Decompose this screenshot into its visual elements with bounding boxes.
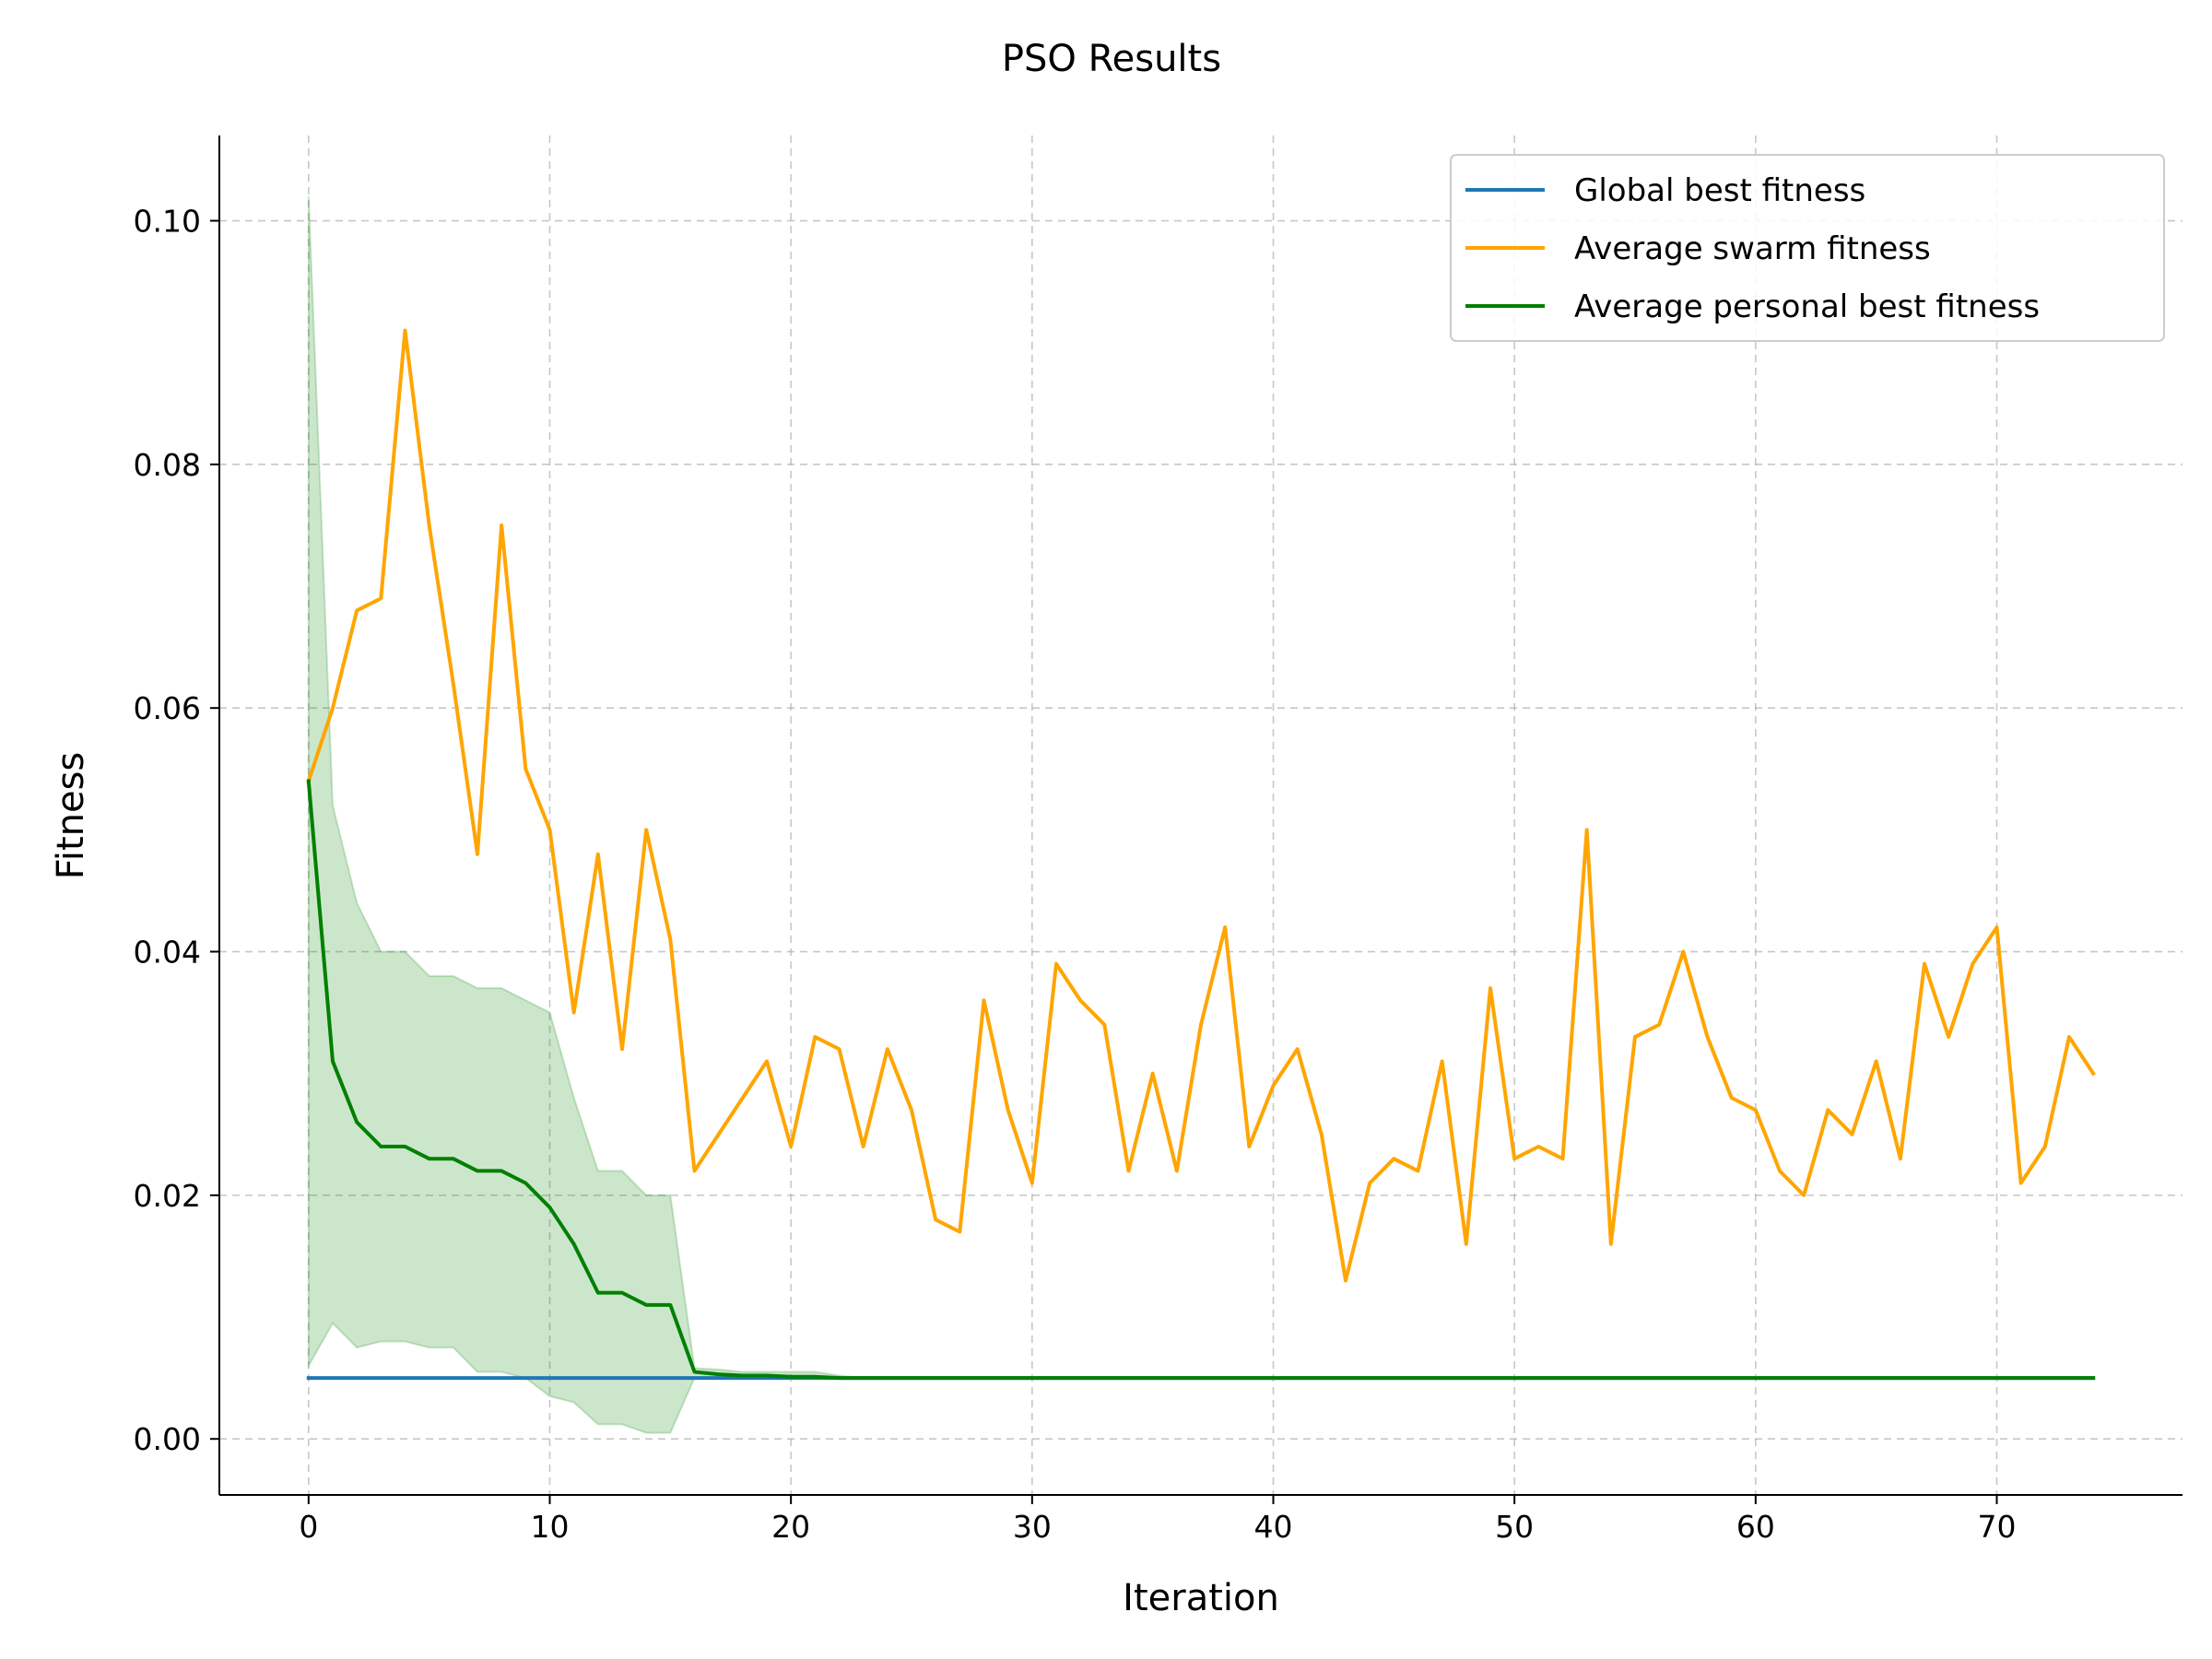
x-tick-label: 50 <box>1495 1509 1534 1545</box>
legend-label: Global best fitness <box>1574 172 1865 209</box>
y-tick-label: 0.00 <box>134 1421 201 1457</box>
x-tick-label: 40 <box>1254 1509 1293 1545</box>
legend-items: Global best fitness Average swarm fitness… <box>1465 172 2040 325</box>
x-tick-label: 0 <box>299 1509 318 1545</box>
legend-label: Average swarm fitness <box>1574 230 1931 267</box>
y-tick-label: 0.08 <box>134 447 201 483</box>
series-lines <box>306 328 2096 1381</box>
x-tick-label: 70 <box>1978 1509 2017 1545</box>
x-tick-label: 20 <box>771 1509 810 1545</box>
x-ticks: 0 10 20 30 40 50 60 70 <box>299 1495 2017 1545</box>
average-swarm-fitness-line <box>306 328 2096 1283</box>
y-tick-label: 0.10 <box>134 204 201 240</box>
axes <box>218 135 2183 1496</box>
legend-label: Average personal best fitness <box>1574 288 2040 325</box>
y-ticks: 0.00 0.02 0.04 0.06 0.08 0.10 <box>134 204 219 1457</box>
y-tick-label: 0.06 <box>134 690 201 726</box>
x-tick-label: 30 <box>1013 1509 1052 1545</box>
legend-frame <box>1450 154 2165 342</box>
x-axis-label: Iteration <box>1123 1577 1279 1619</box>
y-tick-label: 0.04 <box>134 935 201 971</box>
grid-lines <box>219 135 2183 1495</box>
y-tick-label: 0.02 <box>134 1178 201 1214</box>
x-tick-label: 10 <box>530 1509 569 1545</box>
chart-title: PSO Results <box>1002 38 1221 80</box>
x-tick-label: 60 <box>1736 1509 1775 1545</box>
legend: Global best fitness Average swarm fitness… <box>1450 154 2165 342</box>
average-personal-best-fitness-line <box>306 779 2096 1381</box>
y-axis-label: Fitness <box>50 752 92 880</box>
